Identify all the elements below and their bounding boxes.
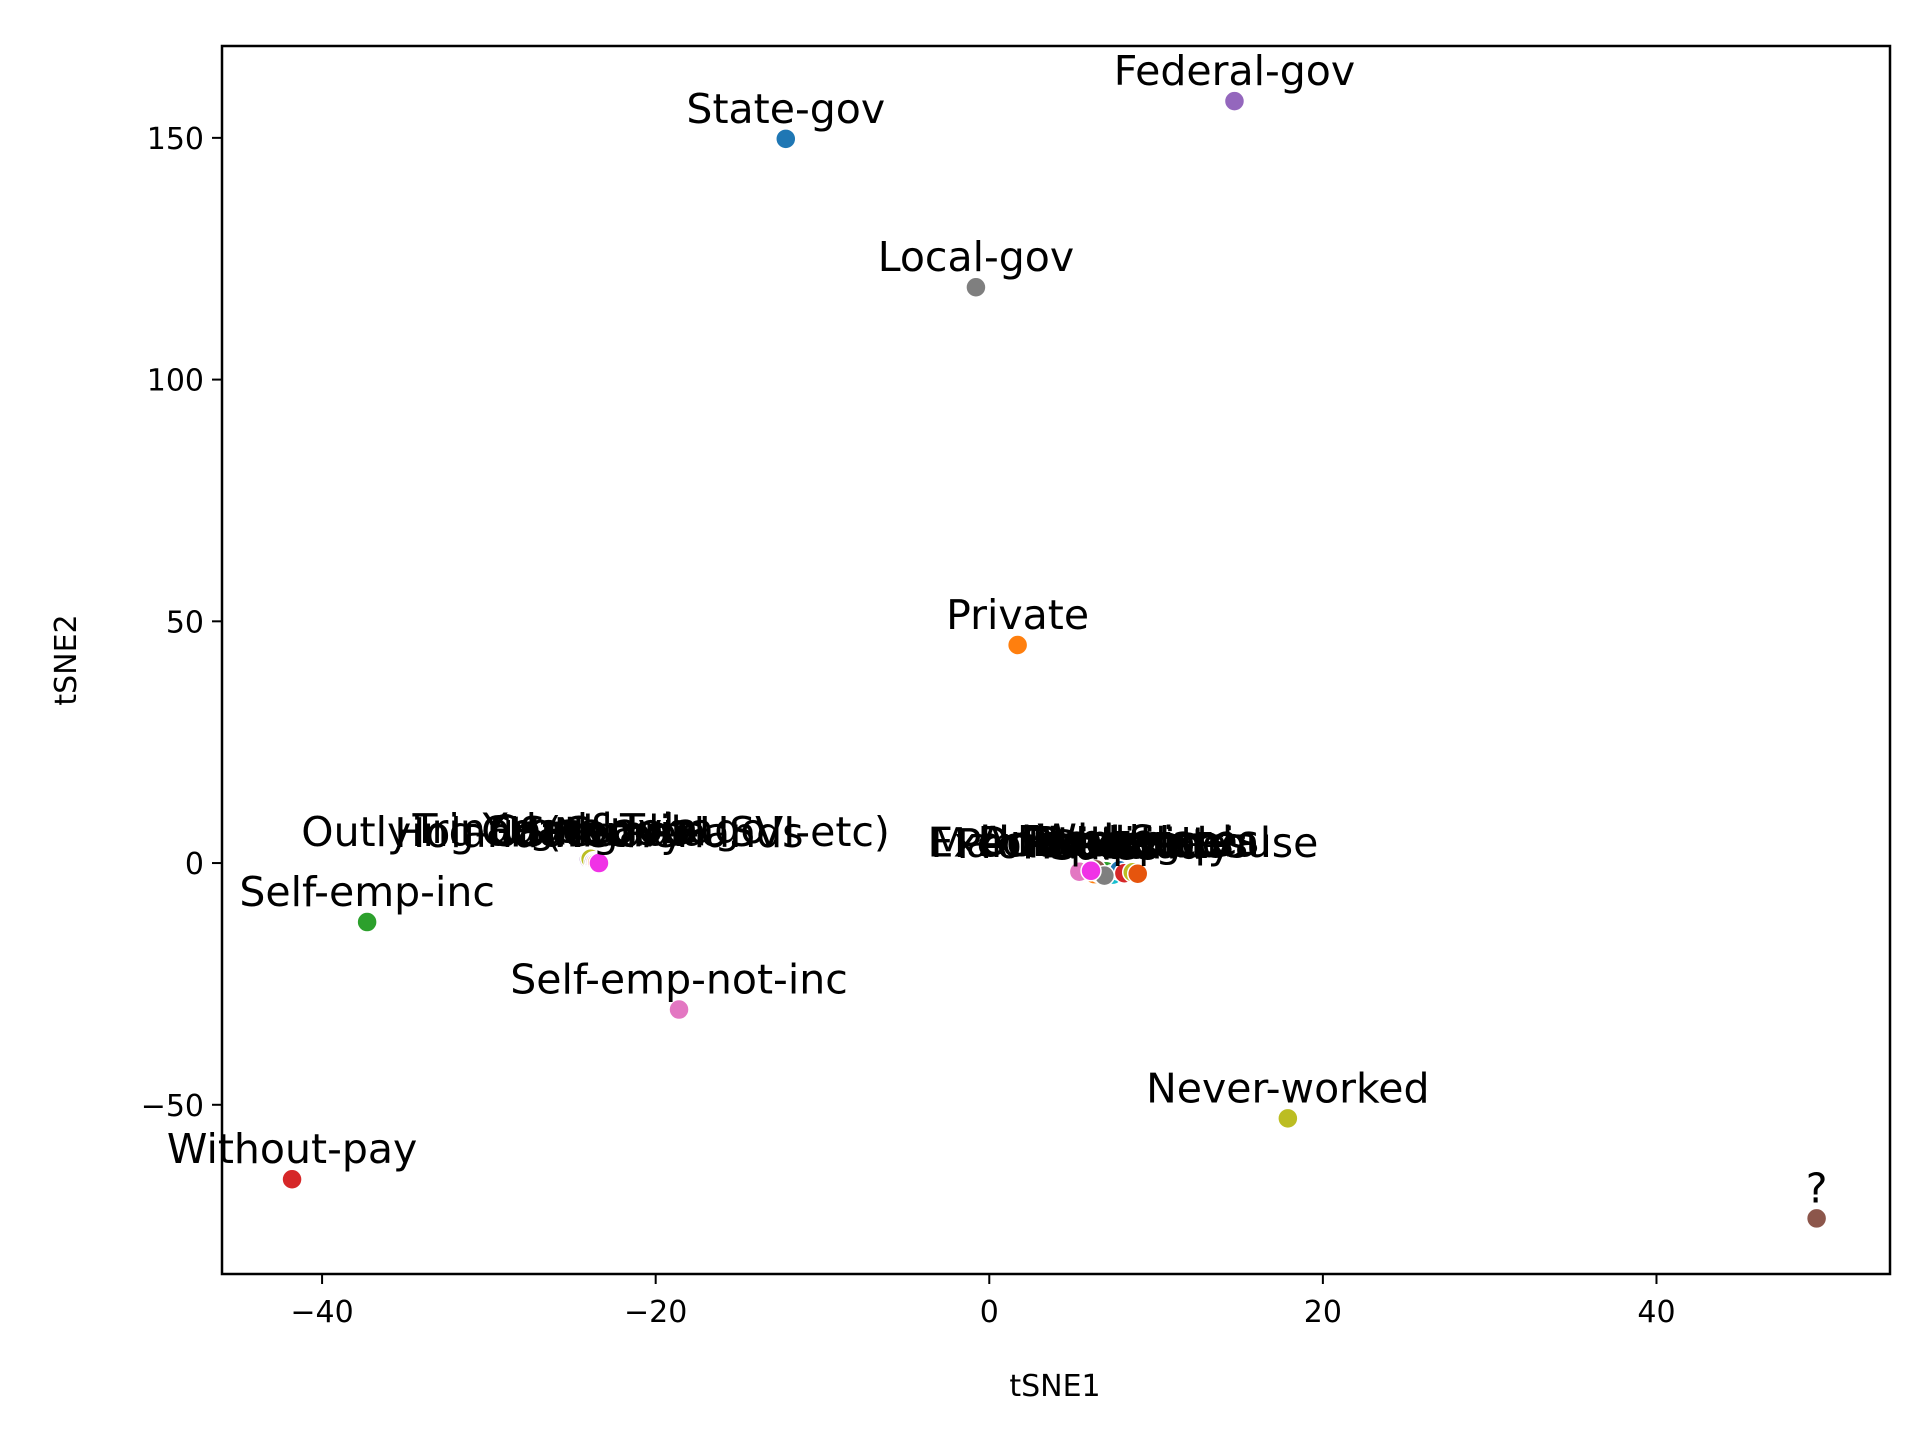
- data-point-label: Philippines: [1027, 820, 1248, 868]
- data-point-label: United-States: [980, 816, 1259, 864]
- plot-frame: [220, 44, 1892, 1276]
- data-point: [356, 911, 378, 933]
- data-point-label: Never-worked: [1146, 1064, 1429, 1112]
- x-axis: −40 −20 0 20 40: [290, 1274, 1676, 1330]
- data-points: [281, 90, 1828, 1230]
- x-tick-label: −20: [624, 1295, 687, 1330]
- data-point-label: Adm-clerical: [979, 817, 1234, 865]
- data-point-label: State-gov: [686, 85, 885, 133]
- x-tick-label: 40: [1637, 1295, 1675, 1330]
- data-point-label: Outlying-US(Guam-USVI-etc): [301, 808, 890, 856]
- data-point-label: Hungary: [510, 809, 685, 857]
- data-point-label: Exec-managerial: [928, 819, 1272, 867]
- y-tick-label: 50: [166, 605, 204, 640]
- data-point: [775, 128, 797, 150]
- data-point: [1006, 634, 1029, 656]
- data-point: [1080, 860, 1102, 882]
- data-point-label: Federal-gov: [1114, 47, 1355, 95]
- data-point-label: Yugoslavia: [482, 805, 699, 853]
- data-point: [1805, 1207, 1828, 1230]
- data-point-label: Self-emp-inc: [239, 868, 495, 916]
- data-point-label: ?: [1806, 1164, 1828, 1212]
- data-point-label: Without-pay: [167, 1125, 417, 1173]
- data-point-label: White: [1036, 815, 1155, 863]
- data-point-label: Bachelors: [1032, 818, 1234, 866]
- y-axis-title: tSNE2: [49, 614, 84, 705]
- y-tick-label: 0: [185, 847, 204, 882]
- data-point: [588, 852, 610, 874]
- data-point-label: Guatemala: [481, 808, 707, 856]
- data-point-label: Self-emp-not-inc: [510, 956, 847, 1004]
- y-tick-label: −50: [141, 1089, 204, 1124]
- x-tick-label: −40: [290, 1295, 353, 1330]
- x-axis-title: tSNE1: [1009, 1369, 1100, 1404]
- data-point-label: Doctorate: [978, 818, 1182, 866]
- plot-area: [220, 44, 1892, 1276]
- data-point-label: Married-civ-spouse: [930, 819, 1318, 867]
- data-point-label: Cambodia: [489, 807, 696, 855]
- data-point-label: Trinadad&Tobago: [411, 805, 765, 853]
- x-tick-label: 0: [980, 1295, 999, 1330]
- data-point-label: Private: [946, 591, 1089, 639]
- data-point-label: Female: [1017, 817, 1165, 865]
- data-point-label: Husband: [1022, 821, 1203, 869]
- data-point: [965, 276, 987, 298]
- data-point: [668, 998, 690, 1021]
- point-labels: State-gov Federal-gov Local-gov Private Self…: [167, 47, 1828, 1212]
- data-point-label: Sales: [1050, 822, 1159, 870]
- data-point-label: Holand-Netherlands: [394, 809, 803, 857]
- data-point: [281, 1168, 303, 1190]
- y-axis: −50 0 50 100 150: [141, 122, 222, 1124]
- data-point-label: Prof-specialty: [957, 820, 1232, 868]
- data-point: [1223, 90, 1246, 112]
- x-tick-label: 20: [1304, 1295, 1342, 1330]
- y-tick-label: 150: [147, 122, 204, 157]
- y-tick-label: 100: [147, 364, 204, 399]
- data-point: [1277, 1107, 1299, 1130]
- data-point-label: Local-gov: [878, 233, 1074, 281]
- data-point: [1126, 862, 1149, 885]
